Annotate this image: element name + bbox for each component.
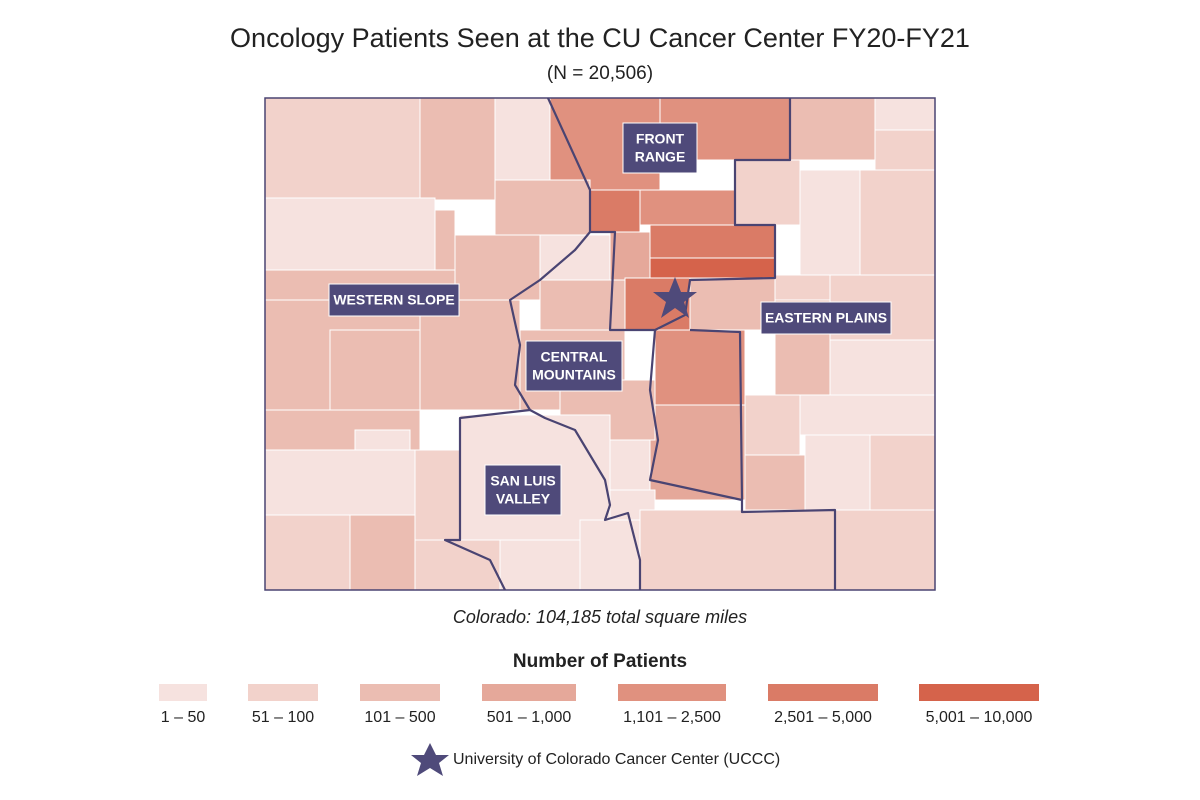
county bbox=[419, 97, 496, 201]
county bbox=[414, 449, 461, 541]
region-label: SAN LUIS bbox=[490, 473, 555, 489]
county bbox=[869, 434, 936, 511]
county bbox=[874, 129, 936, 171]
county bbox=[454, 234, 541, 301]
county bbox=[434, 209, 456, 271]
county bbox=[834, 509, 936, 591]
county bbox=[654, 329, 746, 406]
county bbox=[329, 329, 421, 411]
county bbox=[414, 539, 501, 591]
region-label-box bbox=[760, 301, 892, 335]
county bbox=[264, 449, 416, 516]
legend-label: 2,501 – 5,000 bbox=[774, 709, 872, 726]
county bbox=[744, 394, 801, 456]
legend-swatch bbox=[768, 684, 878, 701]
county bbox=[649, 257, 776, 279]
region-label-box bbox=[328, 283, 460, 317]
county bbox=[774, 274, 831, 301]
region-label: RANGE bbox=[635, 149, 686, 165]
region-label-box bbox=[622, 122, 698, 174]
legend-swatch bbox=[159, 684, 207, 701]
legend-swatch bbox=[248, 684, 318, 701]
legend-title: Number of Patients bbox=[513, 651, 687, 672]
legend-label: 1,101 – 2,500 bbox=[623, 709, 721, 726]
region-label-box bbox=[484, 464, 562, 516]
county bbox=[804, 434, 871, 511]
county bbox=[419, 299, 521, 411]
central-border bbox=[443, 231, 591, 591]
region-label: WESTERN SLOPE bbox=[333, 292, 454, 308]
county bbox=[744, 454, 806, 511]
title: Oncology Patients Seen at the CU Cancer … bbox=[230, 23, 970, 53]
plains-border-2 bbox=[689, 328, 744, 501]
region-label: FRONT bbox=[636, 131, 685, 147]
region-label: MOUNTAINS bbox=[532, 367, 616, 383]
region-label: VALLEY bbox=[496, 491, 551, 507]
marker-label: University of Colorado Cancer Center (UC… bbox=[453, 751, 780, 768]
state-border bbox=[264, 97, 936, 591]
legend-label: 51 – 100 bbox=[252, 709, 314, 726]
county bbox=[639, 509, 836, 591]
county bbox=[589, 189, 641, 233]
region-label-box bbox=[525, 340, 623, 392]
region-labels: FRONT RANGE WESTERN SLOPE EASTERN PLAINS CEN… bbox=[328, 122, 892, 516]
county bbox=[539, 234, 611, 281]
subtitle: (N = 20,506) bbox=[547, 63, 653, 84]
uccc-star bbox=[653, 277, 697, 318]
region-label: EASTERN PLAINS bbox=[765, 310, 887, 326]
county bbox=[609, 439, 651, 491]
county bbox=[799, 394, 936, 436]
legend-swatch bbox=[919, 684, 1039, 701]
county bbox=[649, 404, 746, 501]
county bbox=[799, 169, 861, 276]
county bbox=[579, 519, 641, 591]
county bbox=[859, 169, 936, 276]
county bbox=[874, 97, 936, 131]
county bbox=[349, 514, 416, 591]
legend-label: 5,001 – 10,000 bbox=[926, 709, 1033, 726]
legend-swatch bbox=[482, 684, 576, 701]
county bbox=[494, 97, 551, 181]
legend-swatch bbox=[618, 684, 726, 701]
legend-swatch bbox=[360, 684, 440, 701]
county bbox=[264, 197, 436, 271]
legend: 1 – 50 51 – 100 101 – 500 501 – 1,000 1,101 … bbox=[159, 684, 1039, 726]
county bbox=[789, 97, 876, 161]
county bbox=[264, 514, 351, 591]
region-label: CENTRAL bbox=[541, 349, 608, 365]
county bbox=[354, 429, 411, 451]
county bbox=[639, 189, 736, 226]
slv-border bbox=[529, 409, 642, 590]
caption: Colorado: 104,185 total square miles bbox=[453, 607, 747, 627]
county bbox=[649, 224, 776, 261]
county bbox=[494, 179, 591, 236]
county bbox=[264, 97, 421, 199]
legend-label: 101 – 500 bbox=[364, 709, 435, 726]
county bbox=[734, 159, 801, 226]
plains-border bbox=[648, 329, 837, 590]
county bbox=[829, 339, 936, 396]
legend-star bbox=[411, 743, 449, 776]
legend-label: 1 – 50 bbox=[161, 709, 206, 726]
legend-label: 501 – 1,000 bbox=[487, 709, 572, 726]
